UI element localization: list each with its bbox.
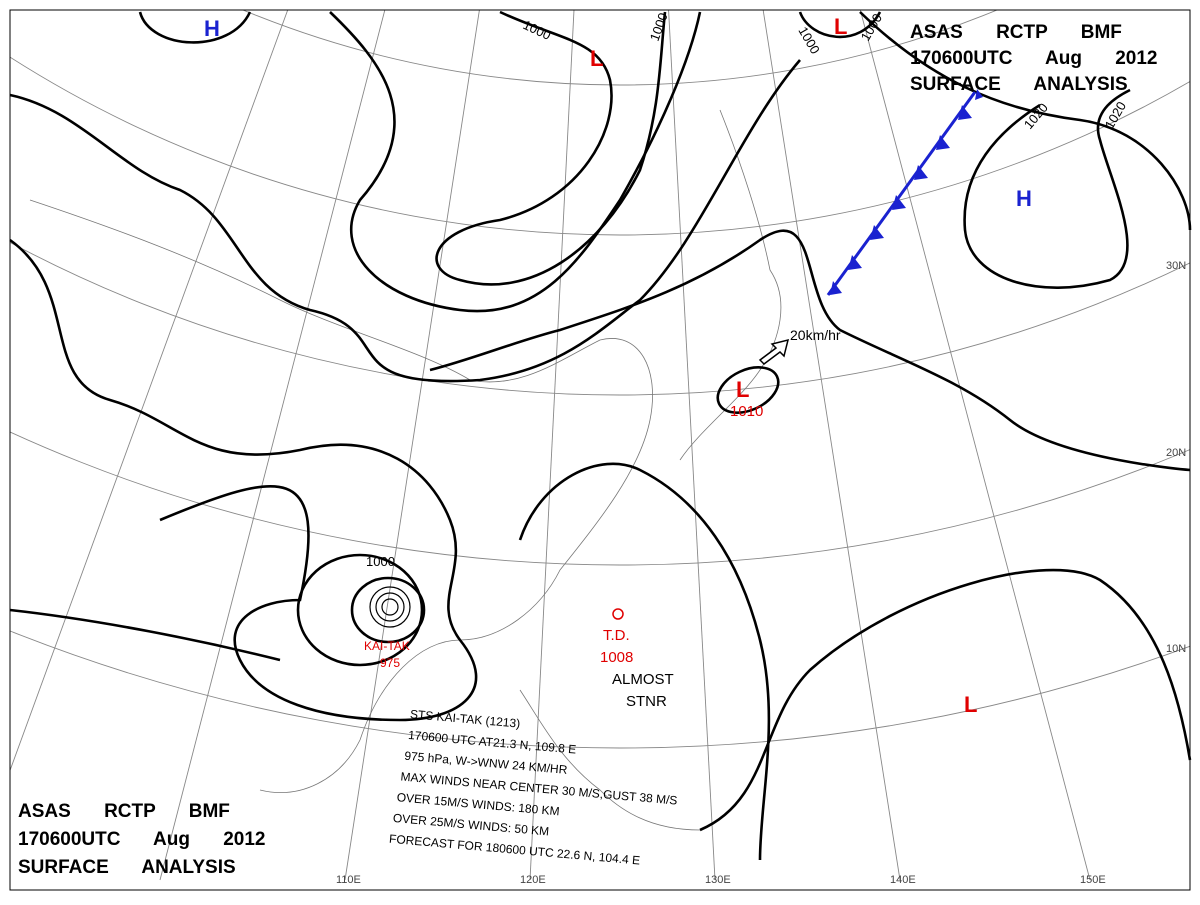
pressure-centers: H H L L L 1010 L bbox=[204, 14, 1032, 717]
low-center: L bbox=[590, 46, 603, 71]
isobar bbox=[350, 576, 426, 644]
title-line: 170600UTC Aug 2012 bbox=[18, 829, 266, 850]
isobar bbox=[9, 608, 281, 662]
isobar bbox=[369, 586, 411, 628]
high-center: H bbox=[204, 16, 220, 41]
lat-20 bbox=[10, 431, 1190, 566]
isobar bbox=[859, 11, 1192, 231]
lat-label: 30N bbox=[1166, 260, 1186, 272]
lat-50 bbox=[242, 10, 998, 86]
cold-front bbox=[826, 89, 983, 296]
lon-150 bbox=[859, 10, 1091, 881]
isobars bbox=[9, 10, 1192, 861]
td-motion: ALMOST bbox=[612, 671, 674, 688]
coastline bbox=[29, 199, 653, 793]
isobar bbox=[963, 88, 1131, 289]
td-label: T.D. bbox=[603, 627, 630, 644]
depression: T.D. 1008 ALMOST STNR bbox=[600, 608, 674, 710]
low-pressure: 1010 bbox=[730, 403, 763, 420]
title-line: SURFACE ANALYSIS bbox=[910, 74, 1128, 95]
lon-90 bbox=[10, 10, 289, 772]
td-motion: STNR bbox=[626, 693, 667, 710]
lon-120 bbox=[529, 10, 575, 881]
lon-label: 120E bbox=[520, 874, 546, 886]
motion-arrow bbox=[758, 338, 790, 365]
isobar bbox=[9, 59, 801, 383]
low-center: L bbox=[834, 14, 847, 39]
td-pressure: 1008 bbox=[600, 649, 633, 666]
lat-labels: 30N 20N 10N bbox=[1166, 260, 1186, 655]
lon-110 bbox=[344, 10, 480, 881]
isobar bbox=[429, 229, 1191, 472]
high-center: H bbox=[1016, 186, 1032, 211]
title-line: SURFACE ANALYSIS bbox=[18, 857, 236, 878]
lat-30 bbox=[10, 241, 1190, 396]
title-line: ASAS RCTP BMF bbox=[18, 801, 230, 822]
isobar bbox=[329, 11, 702, 313]
lon-label: 110E bbox=[336, 874, 361, 886]
td-symbol bbox=[612, 608, 624, 620]
isobar bbox=[9, 238, 478, 722]
lon-100 bbox=[159, 10, 386, 881]
typhoon-name: KAI-TAK bbox=[364, 639, 410, 653]
lat-label: 20N bbox=[1166, 447, 1186, 459]
motion-label: 20km/hr bbox=[790, 327, 841, 343]
lon-140 bbox=[762, 10, 901, 881]
title-line: ASAS RCTP BMF bbox=[910, 22, 1122, 43]
isobar bbox=[375, 592, 405, 622]
lon-label: 140E bbox=[890, 874, 916, 886]
isobar bbox=[435, 10, 667, 286]
lat-label: 10N bbox=[1166, 643, 1186, 655]
title-bottom: ASAS RCTP BMF 170600UTC Aug 2012 SURFACE… bbox=[18, 801, 266, 878]
isobar bbox=[381, 598, 399, 616]
isobar bbox=[296, 553, 424, 667]
isobar-label: 1000 bbox=[366, 554, 395, 569]
low-center: L bbox=[736, 377, 749, 402]
typhoon-pressure: 975 bbox=[380, 656, 400, 670]
title-top: ASAS RCTP BMF 170600UTC Aug 2012 SURFACE… bbox=[910, 22, 1158, 95]
isobar bbox=[716, 366, 780, 414]
graticule bbox=[10, 10, 1190, 881]
low-center: L bbox=[964, 692, 977, 717]
isobar bbox=[518, 462, 771, 861]
coastline bbox=[519, 689, 701, 831]
isobar bbox=[699, 568, 1192, 832]
lon-130 bbox=[668, 10, 716, 881]
lon-label: 150E bbox=[1080, 874, 1106, 886]
title-line: 170600UTC Aug 2012 bbox=[910, 48, 1158, 69]
lon-label: 130E bbox=[705, 874, 731, 886]
frame bbox=[9, 9, 1191, 891]
lat-40 bbox=[10, 56, 1190, 236]
isobar bbox=[138, 11, 252, 44]
lon-labels: 110E 120E 130E 140E 150E bbox=[336, 874, 1106, 886]
coastline bbox=[679, 109, 782, 461]
